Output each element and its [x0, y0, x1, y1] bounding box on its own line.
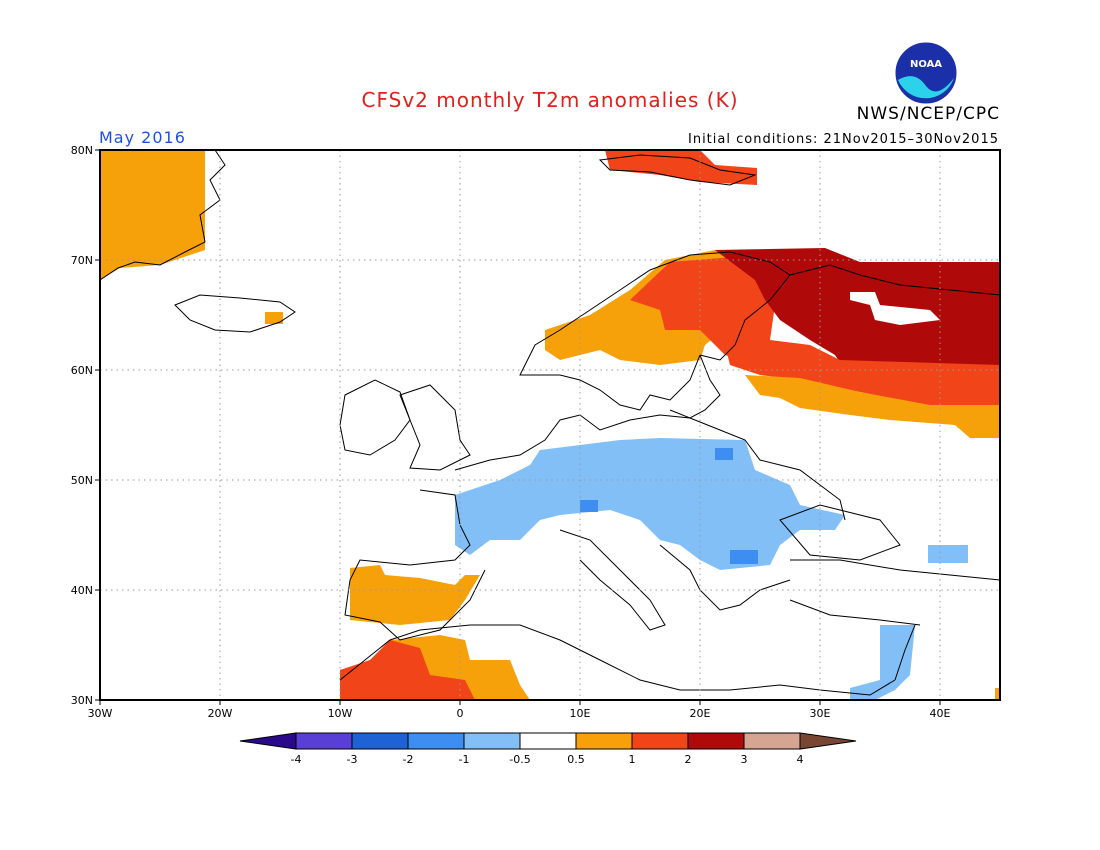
- legend-label: -2: [403, 753, 414, 766]
- legend-swatch: [575, 732, 633, 750]
- noaa-logo: NOAA: [895, 42, 957, 104]
- lat-label: 60N: [71, 364, 93, 377]
- anomaly-morocco-red: [340, 640, 475, 700]
- lon-label: 30W: [88, 707, 113, 720]
- legend-arrow-right: [799, 732, 857, 750]
- legend-swatch: [631, 732, 689, 750]
- legend-swatch: [407, 732, 465, 750]
- anomaly-svalbard: [605, 150, 757, 185]
- legend-swatch: [687, 732, 745, 750]
- initial-conditions: Initial conditions: 21Nov2015–30Nov2015: [688, 132, 999, 147]
- anomaly-russia-orange: [745, 375, 1000, 438]
- graticule: [100, 150, 1000, 700]
- lat-label: 80N: [71, 144, 93, 157]
- legend-label: -0.5: [509, 753, 530, 766]
- legend-label: -1: [459, 753, 470, 766]
- legend-swatch: [743, 732, 801, 750]
- anomaly-russia-red: [725, 340, 1000, 410]
- anomaly-shading: [100, 150, 1000, 700]
- lon-label: 30E: [810, 707, 831, 720]
- anomaly-central-europe-blue: [455, 438, 845, 570]
- legend-label: 1: [629, 753, 636, 766]
- legend-label: 2: [685, 753, 692, 766]
- anomaly-greenland: [100, 150, 205, 280]
- lon-label: 20E: [690, 707, 711, 720]
- lon-label: 20W: [208, 707, 233, 720]
- logo-text: NOAA: [910, 59, 942, 70]
- legend-swatch: [519, 732, 577, 750]
- lat-label: 30N: [71, 694, 93, 707]
- lat-label: 50N: [71, 474, 93, 487]
- legend-label: 3: [741, 753, 748, 766]
- legend-swatch: [295, 732, 353, 750]
- lon-label: 0: [457, 707, 464, 720]
- lat-label: 40N: [71, 584, 93, 597]
- legend-label: 4: [797, 753, 804, 766]
- legend-swatch: [351, 732, 409, 750]
- legend-arrow-left: [239, 732, 297, 750]
- forecast-month: May 2016: [99, 128, 186, 147]
- map-title: CFSv2 monthly T2m anomalies (K): [361, 88, 739, 112]
- legend-label: -3: [347, 753, 358, 766]
- lat-label: 70N: [71, 254, 93, 267]
- lon-label: 10W: [328, 707, 353, 720]
- lon-label: 40E: [930, 707, 951, 720]
- coastlines: [100, 150, 1000, 696]
- anomaly-iceland: [265, 312, 283, 324]
- anomaly-russia-darkred: [715, 248, 1000, 370]
- anomaly-scandinavia-red: [630, 255, 780, 360]
- lon-label: 10E: [570, 707, 591, 720]
- organization-label: NWS/NCEP/CPC: [856, 104, 1000, 124]
- color-legend: [239, 732, 857, 750]
- legend-label: -4: [291, 753, 302, 766]
- legend-label: 0.5: [567, 753, 585, 766]
- legend-swatch: [463, 732, 521, 750]
- map-frame: [99, 149, 1001, 701]
- anomaly-iberia: [350, 565, 480, 625]
